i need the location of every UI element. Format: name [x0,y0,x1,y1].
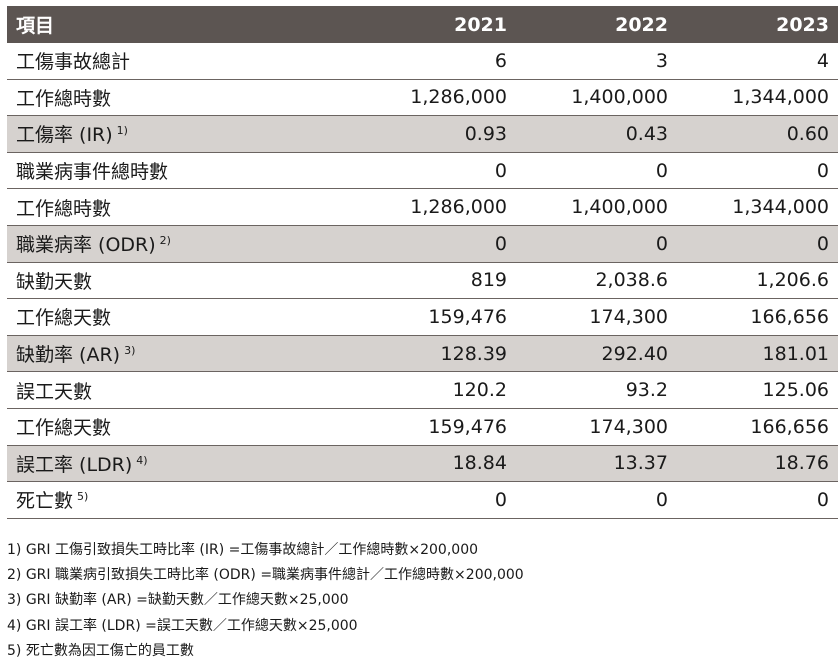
value-cell-2021: 1,286,000 [410,86,507,109]
value-cell-2021: 120.2 [452,379,507,402]
footnote-marker: 1) [116,124,128,138]
row-label-text: 工作總天數 [16,307,112,330]
value-cell-2021: 159,476 [428,305,507,328]
row-label-text: 工作總時數 [16,87,112,110]
footnote-item: 4) GRI 誤工率 (LDR) =誤工天數／工作總天數×25,000 [7,617,358,634]
row-label-text: 職業病率 (ODR) [16,234,156,257]
row-label-text: 工傷率 (IR) [16,124,113,147]
table-body: 工傷事故總計 6 3 4 工作總時數 1,286,000 1,400,000 1,344,00… [7,43,838,519]
row-label: 工作總時數 [7,194,355,221]
table-row: 工作總時數 1,286,000 1,400,000 1,344,000 [7,189,838,226]
value-cell-2022: 174,300 [589,305,668,328]
header-item-label: 項目 [16,15,55,37]
value-cell-2021: 128.39 [440,342,507,365]
footnote-marker: 2) [159,233,171,247]
value-cell-2022: 1,400,000 [571,196,668,219]
value-cell-2023: 0 [816,488,829,511]
row-label: 誤工天數 [7,377,355,404]
value-cell-2022: 0 [655,159,668,182]
row-label: 工作總天數 [7,303,355,330]
footnote-item: 2) GRI 職業病引致損失工時比率 (ODR) =職業病事件總計／工作總時數×… [7,567,524,584]
table-header-row: 項目 2021 2022 2023 [7,6,838,43]
value-cell-2022: 93.2 [625,379,668,402]
value-cell-2021: 6 [494,49,507,72]
occupational-safety-table: 項目 2021 2022 2023 工傷事故總計 6 3 4 工作總時數 1,286,00… [7,6,838,519]
table-row: 缺勤率 (AR) 3) 128.39 292.40 181.01 [7,335,838,373]
row-label: 工作總天數 [7,413,355,440]
value-cell-2022: 0 [655,232,668,255]
value-cell-2021: 0 [494,159,507,182]
value-cell-2023: 166,656 [750,305,829,328]
value-cell-2023: 1,344,000 [732,196,829,219]
value-cell-2023: 166,656 [750,415,829,438]
table-row: 誤工天數 120.2 93.2 125.06 [7,372,838,409]
value-cell-2023: 4 [816,49,829,72]
table-row: 缺勤天數 819 2,038.6 1,206.6 [7,263,838,300]
row-label-text: 缺勤天數 [16,270,93,293]
footnote-item: 1) GRI 工傷引致損失工時比率 (IR) =工傷事故總計／工作總時數×200… [7,542,479,558]
row-label: 工傷事故總計 [7,47,355,74]
row-label-text: 缺勤率 (AR) [16,344,121,367]
value-cell-2023: 1,344,000 [732,86,829,109]
table-row: 誤工率 (LDR) 4) 18.84 13.37 18.76 [7,445,838,483]
row-label-text: 工作總時數 [16,197,112,220]
footnotes: 1) GRI 工傷引致損失工時比率 (IR) =工傷事故總計／工作總時數×200… [7,538,833,664]
value-cell-2021: 819 [470,269,507,292]
row-label-text: 誤工率 (LDR) [16,453,133,476]
value-cell-2022: 174,300 [589,415,668,438]
footnote-marker: 5) [77,490,89,504]
value-cell-2022: 3 [655,49,668,72]
row-label-text: 誤工天數 [16,380,93,403]
value-cell-2022: 1,400,000 [571,86,668,109]
value-cell-2021: 18.84 [452,452,507,475]
table-row: 職業病事件總時數 0 0 0 [7,153,838,190]
header-year-2021: 2021 [454,13,507,36]
footnote-marker: 4) [136,453,148,467]
row-label: 缺勤天數 [7,267,355,294]
table-row: 死亡數 5) 0 0 0 [7,482,838,519]
value-cell-2023: 0 [816,232,829,255]
value-cell-2021: 0.93 [464,122,507,145]
row-label: 工作總時數 [7,84,355,111]
value-cell-2021: 159,476 [428,415,507,438]
footnote-item: 3) GRI 缺勤率 (AR) =缺勤天數／工作總天數×25,000 [7,592,349,609]
table-row: 工作總時數 1,286,000 1,400,000 1,344,000 [7,80,838,117]
row-label: 死亡數 5) [7,486,355,513]
row-label: 職業病事件總時數 [7,157,355,184]
row-label: 誤工率 (LDR) 4) [7,450,355,477]
value-cell-2022: 13.37 [613,452,668,475]
table-row: 工傷率 (IR) 1) 0.93 0.43 0.60 [7,116,838,153]
value-cell-2021: 0 [494,232,507,255]
footnote-item: 5) 死亡數為因工傷亡的員工數 [7,642,194,659]
header-year-2023: 2023 [776,13,829,36]
value-cell-2023: 1,206.6 [756,269,829,292]
value-cell-2023: 181.01 [762,342,829,365]
value-cell-2022: 2,038.6 [595,269,668,292]
row-label-text: 工傷事故總計 [16,51,131,74]
row-label: 職業病率 (ODR) 2) [7,230,355,257]
row-label-text: 死亡數 [16,490,74,513]
value-cell-2023: 125.06 [762,379,829,402]
value-cell-2021: 1,286,000 [410,196,507,219]
table-row: 工作總天數 159,476 174,300 166,656 [7,409,838,446]
row-label-text: 職業病事件總時數 [16,161,169,184]
value-cell-2021: 0 [494,488,507,511]
table-row: 工傷事故總計 6 3 4 [7,43,838,80]
row-label: 工傷率 (IR) 1) [7,120,355,147]
value-cell-2023: 0.60 [786,122,829,145]
value-cell-2023: 0 [816,159,829,182]
value-cell-2022: 292.40 [601,342,668,365]
footnote-marker: 3) [124,343,136,357]
value-cell-2023: 18.76 [774,452,829,475]
table-row: 工作總天數 159,476 174,300 166,656 [7,299,838,336]
value-cell-2022: 0.43 [625,122,668,145]
header-year-2022: 2022 [615,13,668,36]
table-row: 職業病率 (ODR) 2) 0 0 0 [7,225,838,263]
row-label-text: 工作總天數 [16,417,112,440]
value-cell-2022: 0 [655,488,668,511]
row-label: 缺勤率 (AR) 3) [7,340,355,367]
